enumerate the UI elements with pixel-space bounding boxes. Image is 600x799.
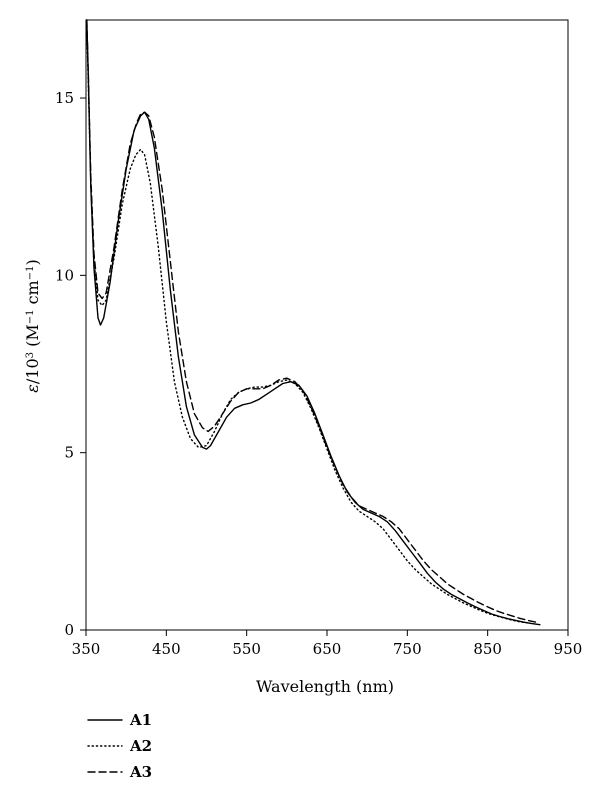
x-tick-label: 850 <box>473 640 502 658</box>
x-tick-label: 450 <box>152 640 181 658</box>
y-title-epsilon: ε <box>23 384 42 393</box>
legend-label-a1: A1 <box>129 711 152 729</box>
legend-label-a3: A3 <box>129 763 152 781</box>
y-title-open: (M <box>23 324 42 352</box>
x-tick-label: 650 <box>313 640 342 658</box>
series-line-a1 <box>86 19 541 626</box>
y-title-neg1b: −1 <box>25 266 36 281</box>
y-tick-label: 15 <box>55 89 74 107</box>
y-tick-label: 0 <box>64 621 74 639</box>
y-title-neg1a: −1 <box>25 310 36 325</box>
y-title-close: ) <box>23 259 42 265</box>
series-line-a2 <box>86 26 529 624</box>
y-title-over: /10 <box>23 358 42 384</box>
y-tick-label: 5 <box>64 444 74 462</box>
x-axis-title: Wavelength (nm) <box>256 677 394 696</box>
legend: A1 A2 A3 <box>87 711 152 781</box>
x-tick-label: 950 <box>554 640 583 658</box>
x-axis-ticks: 350 450 550 650 750 850 950 <box>72 630 583 658</box>
legend-label-a2: A2 <box>129 737 152 755</box>
y-title-cm: cm <box>23 280 42 309</box>
y-title-exp3: 3 <box>25 352 36 358</box>
series-lines <box>86 19 541 626</box>
y-tick-label: 10 <box>55 266 74 284</box>
x-tick-label: 350 <box>72 640 101 658</box>
x-tick-label: 550 <box>232 640 261 658</box>
y-axis-title: ε/103 (M−1 cm−1) <box>23 259 42 392</box>
x-tick-label: 750 <box>393 640 422 658</box>
series-line-a3 <box>86 19 537 623</box>
y-axis-ticks: 0 5 10 15 <box>55 89 86 639</box>
